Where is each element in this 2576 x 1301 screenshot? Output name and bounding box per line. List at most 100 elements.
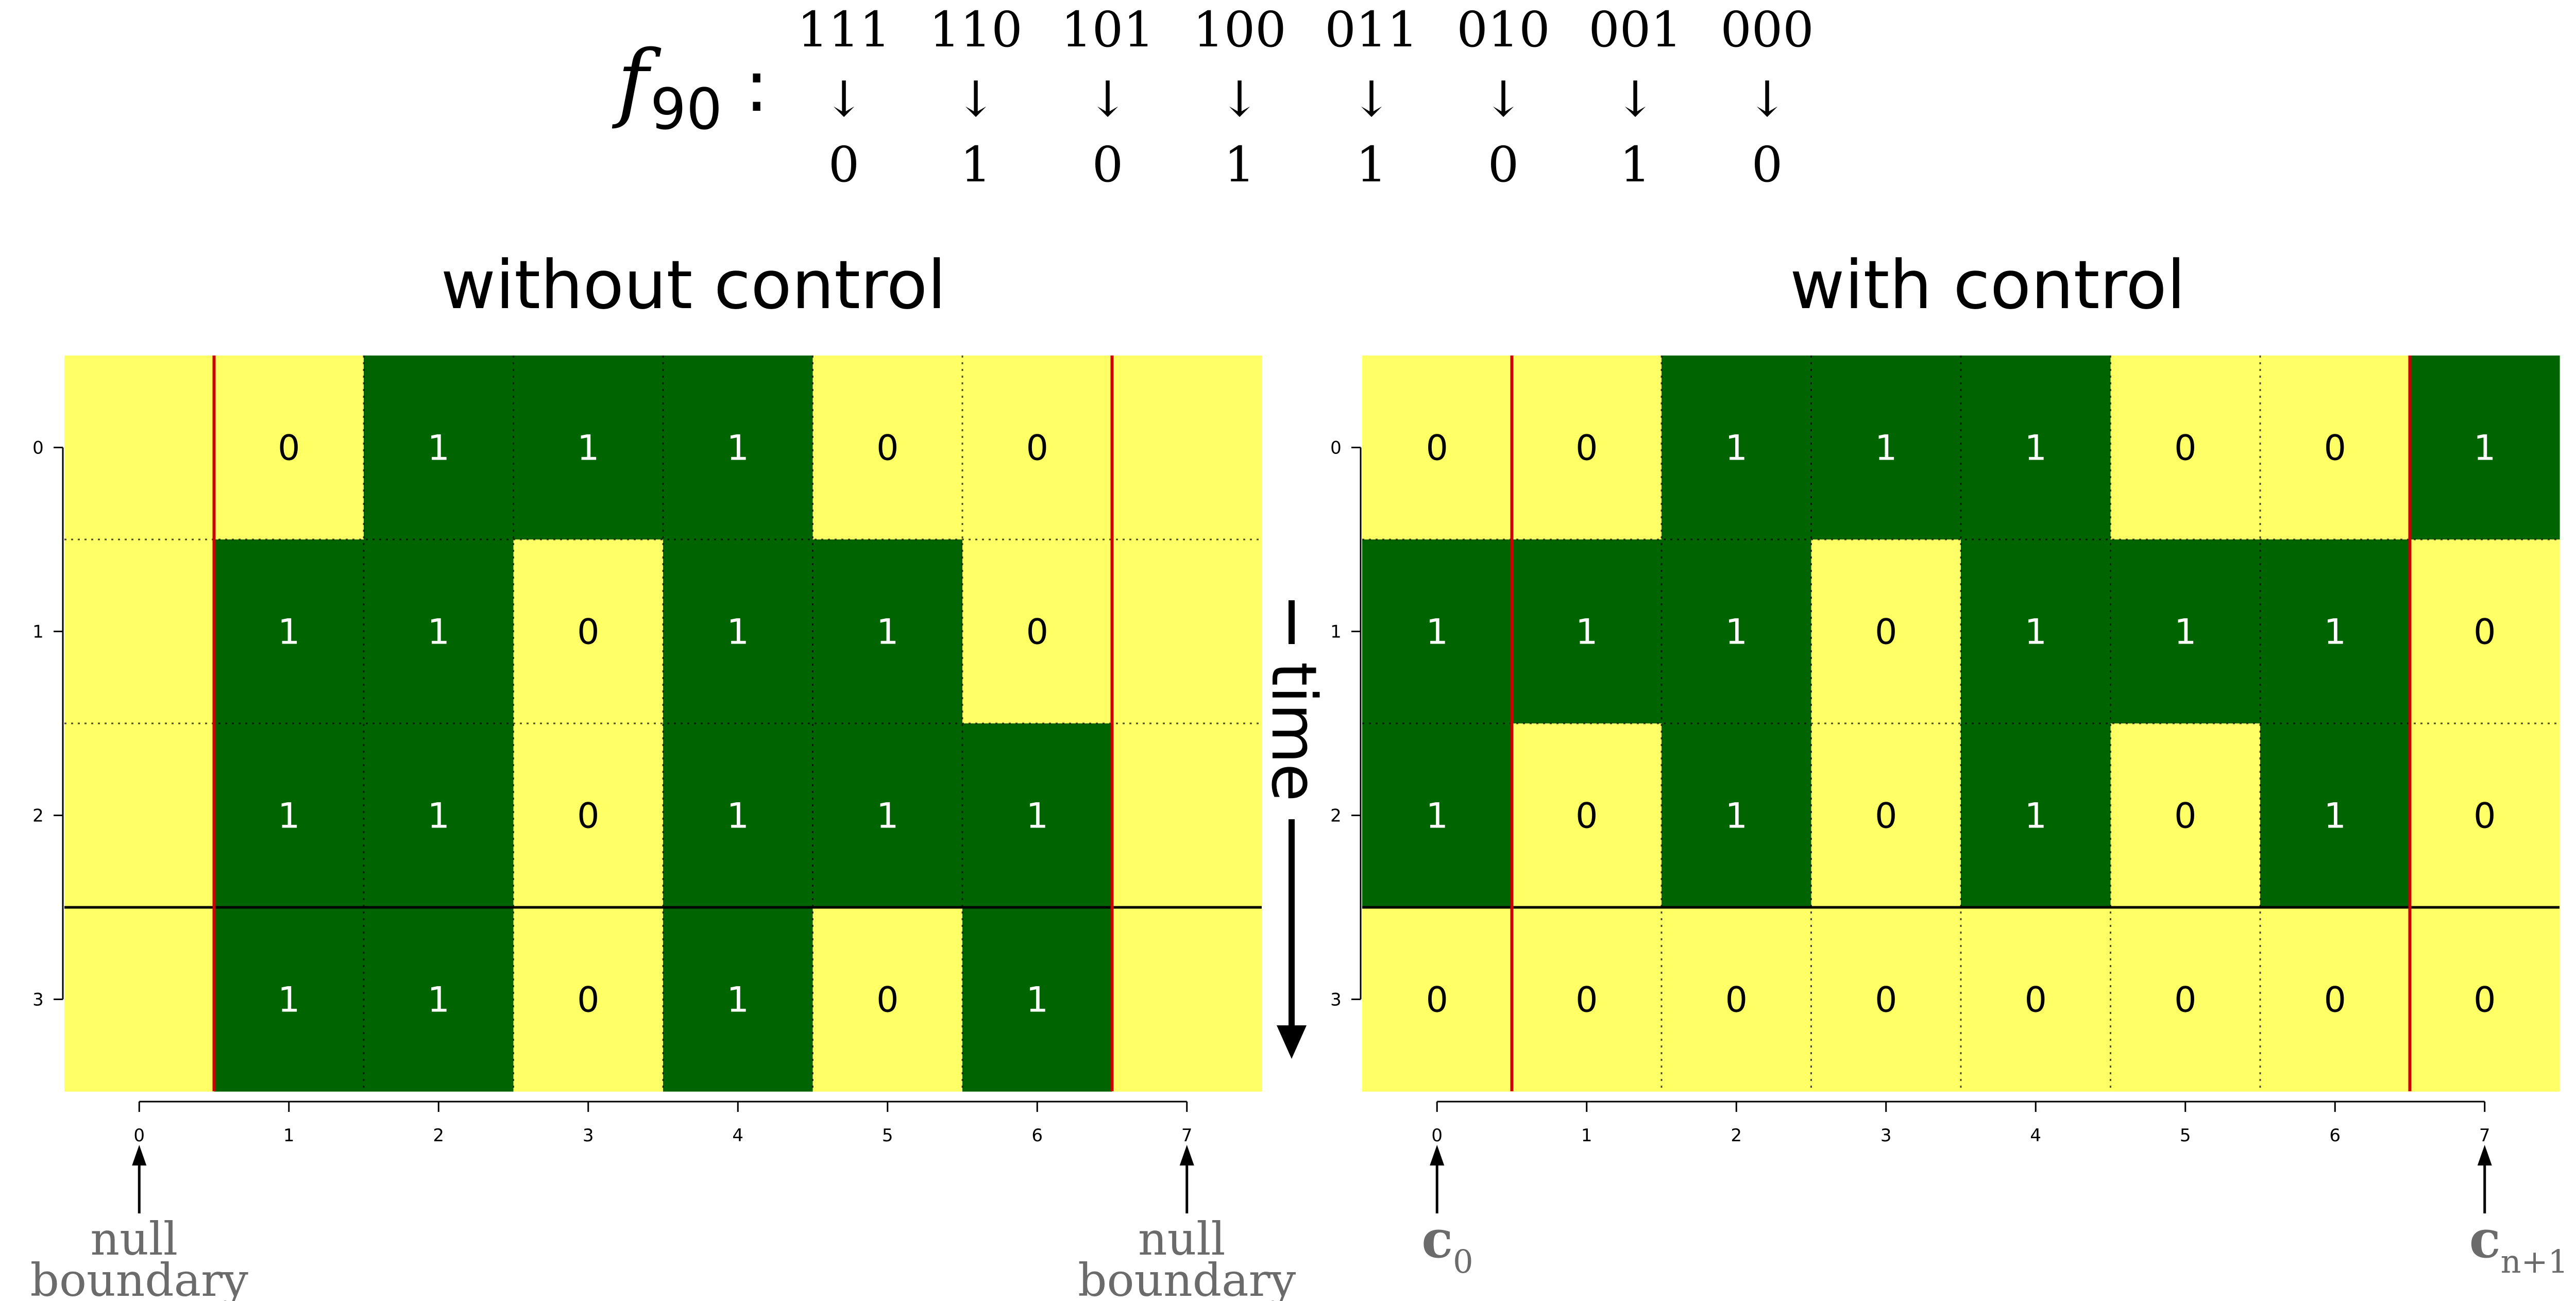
- y-tick-label: 1: [1330, 622, 1342, 643]
- cell-zero: [2260, 907, 2411, 1092]
- cell-value-label: 0: [577, 980, 599, 1021]
- cell-value-label: 1: [577, 428, 599, 469]
- cell-value-label: 1: [727, 980, 749, 1021]
- cell-zero: [1362, 356, 1513, 540]
- cell-value-label: 1: [1026, 980, 1048, 1021]
- x-tick-label: 5: [2180, 1125, 2191, 1146]
- cell-value-label: 1: [2473, 428, 2496, 469]
- cell-value-label: 0: [1575, 796, 1598, 837]
- cell-value-label: 0: [1725, 980, 1748, 1021]
- cell-one: [1961, 356, 2111, 540]
- panel-with-control: 0 0 1 1 1 0 0 1 1 1 1 0 1 1 1 0 1 0 1 0 1 0 1 0 0 0 0 0 0 0 0 0 0 1 2 3 4 5 6 7…: [1330, 356, 2560, 1146]
- cell-one: [364, 356, 514, 540]
- cell-value-label: 0: [1026, 612, 1048, 653]
- cell-one: [1362, 539, 1513, 724]
- cell-value-label: 1: [876, 612, 899, 653]
- cell-value-label: 0: [1026, 428, 1048, 469]
- cell-zero: [812, 356, 963, 540]
- cell-one: [663, 723, 814, 908]
- rule-arrow: ↓: [1087, 71, 1128, 128]
- cell-null: [64, 539, 215, 724]
- cell-one: [1961, 723, 2111, 908]
- cell-value-label: 0: [2473, 980, 2496, 1021]
- rule-arrow: ↓: [823, 71, 865, 128]
- cell-value-label: 0: [2473, 612, 2496, 653]
- rule-arrow: ↓: [955, 71, 996, 128]
- cell-value-label: 0: [2324, 980, 2346, 1021]
- cell-one: [214, 907, 364, 1092]
- cell-one: [2260, 723, 2411, 908]
- cell-one: [2410, 356, 2560, 540]
- boundary-arrow-head: [1179, 1145, 1194, 1165]
- cell-value-label: 1: [1875, 428, 1897, 469]
- cell-value-label: 1: [727, 796, 749, 837]
- cell-one: [962, 907, 1113, 1092]
- rule-arrow: ↓: [1615, 71, 1656, 128]
- cell-one: [1811, 356, 1961, 540]
- y-tick-label: 3: [32, 990, 44, 1010]
- rule-output: 1: [1620, 137, 1651, 193]
- rule-output: 1: [960, 137, 991, 193]
- y-tick-label: 2: [32, 806, 44, 826]
- y-tick-label: 3: [1330, 990, 1342, 1010]
- cell-one: [513, 356, 664, 540]
- cell-zero: [962, 539, 1113, 724]
- cell-value-label: 0: [876, 980, 899, 1021]
- cell-one: [1662, 723, 1812, 908]
- x-tick-label: 2: [1731, 1125, 1742, 1146]
- null-boundary-label-line2: boundary: [1078, 1254, 1296, 1301]
- rule-output: 0: [1488, 137, 1519, 193]
- null-boundary-label-line2: boundary: [30, 1254, 249, 1301]
- cell-null: [64, 356, 215, 540]
- cell-value-label: 0: [1875, 612, 1897, 653]
- x-tick-label: 5: [882, 1125, 893, 1146]
- cell-zero: [513, 907, 664, 1092]
- cell-zero: [513, 723, 664, 908]
- panel-without-control: 0 1 1 1 0 0 1 1 0 1 1 0 1 1 0 1 1 1 1 1 0 1 0 1 0 1 2 3 4 5 6 7 0 1 2 3: [32, 356, 1262, 1146]
- panel-title-with-control: with control: [1790, 246, 2185, 324]
- cell-zero: [1811, 723, 1961, 908]
- cell-value-label: 1: [2025, 612, 2047, 653]
- x-tick-label: 7: [2479, 1125, 2490, 1146]
- cell-one: [364, 907, 514, 1092]
- x-tick-label: 3: [583, 1125, 594, 1146]
- cell-value-label: 0: [2174, 980, 2196, 1021]
- rule-neighborhood: 010: [1456, 2, 1550, 58]
- cell-value-label: 1: [2324, 796, 2346, 837]
- cell-zero: [2260, 356, 2411, 540]
- x-tick-label: 4: [2030, 1125, 2041, 1146]
- rule-neighborhood: 111: [797, 2, 890, 58]
- rule-arrow: ↓: [1747, 71, 1788, 128]
- cell-null: [64, 907, 215, 1092]
- cell-zero: [1811, 907, 1961, 1092]
- rule-neighborhood: 000: [1720, 2, 1814, 58]
- cell-value-label: 1: [1426, 612, 1448, 653]
- cell-null: [1112, 539, 1262, 724]
- cell-one: [812, 723, 963, 908]
- cell-value-label: 1: [278, 796, 300, 837]
- cell-value-label: 1: [1575, 612, 1598, 653]
- cell-zero: [1512, 723, 1662, 908]
- x-tick-label: 1: [283, 1125, 295, 1146]
- boundary-arrow-head: [132, 1145, 147, 1165]
- cell-null: [64, 723, 215, 908]
- rule-output: 0: [1752, 137, 1783, 193]
- rule-neighborhood: 101: [1061, 2, 1154, 58]
- cell-zero: [1811, 539, 1961, 724]
- rule-arrow: ↓: [1219, 71, 1260, 128]
- x-tick-label: 0: [133, 1125, 145, 1146]
- cell-value-label: 1: [278, 612, 300, 653]
- cell-value-label: 1: [428, 428, 450, 469]
- cell-one: [1662, 539, 1812, 724]
- cell-one: [663, 356, 814, 540]
- cell-zero: [1961, 907, 2111, 1092]
- rule-subscript: 90: [650, 76, 722, 142]
- cell-value-label: 0: [1875, 980, 1897, 1021]
- cell-one: [1362, 723, 1513, 908]
- cell-one: [364, 723, 514, 908]
- cell-value-label: 1: [727, 428, 749, 469]
- cell-value-label: 0: [1575, 980, 1598, 1021]
- cell-one: [663, 907, 814, 1092]
- cell-value-label: 1: [428, 980, 450, 1021]
- time-label: time: [1258, 662, 1329, 801]
